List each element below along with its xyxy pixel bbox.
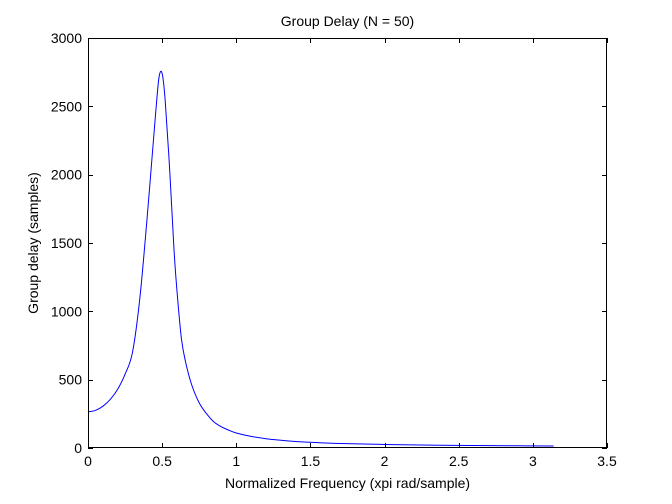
- group-delay-line: [87, 70, 554, 447]
- x-tick-label: 0.5: [152, 453, 172, 469]
- x-tick-label: 2.5: [449, 453, 469, 469]
- x-tick-label: 1.5: [301, 453, 321, 469]
- y-axis: 0 500 1000 1500 2000 2500 3000: [51, 30, 607, 456]
- plot-area: [88, 38, 607, 448]
- x-tick-label: 3: [529, 453, 537, 469]
- y-tick-label: 500: [59, 372, 83, 388]
- y-tick-label: 2000: [51, 167, 82, 183]
- series-layer: [87, 70, 554, 447]
- chart-title: Group Delay (N = 50): [281, 13, 414, 29]
- x-tick-label: 1: [232, 453, 240, 469]
- x-axis: 0 0.5 1 1.5 2 2.5 3 3.5: [84, 38, 617, 469]
- y-tick-label: 1000: [51, 303, 82, 319]
- x-tick-label: 2: [381, 453, 389, 469]
- x-tick-label: 3.5: [597, 453, 617, 469]
- y-axis-label: Group delay (samples): [25, 172, 41, 314]
- y-tick-label: 0: [74, 440, 82, 456]
- y-tick-label: 2500: [51, 98, 82, 114]
- x-axis-label: Normalized Frequency (xpi rad/sample): [225, 475, 470, 491]
- y-tick-label: 1500: [51, 235, 82, 251]
- x-tick-label: 0: [84, 453, 92, 469]
- y-tick-label: 3000: [51, 30, 82, 46]
